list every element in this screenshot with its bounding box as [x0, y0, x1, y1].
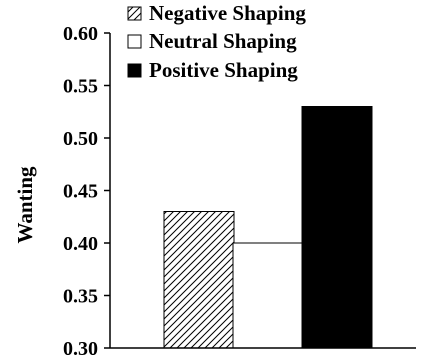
- y-axis-ticks: 0.30 0.35 0.40 0.45 0.50 0.55 0.60: [63, 23, 110, 358]
- bar-neutral-shaping: [232, 242, 304, 349]
- y-tick-label: 0.55: [63, 76, 98, 98]
- legend-swatch: [127, 34, 142, 49]
- legend-label: Neutral Shaping: [149, 29, 297, 53]
- y-tick-label: 0.60: [63, 23, 98, 45]
- y-tick-label: 0.30: [63, 338, 98, 358]
- y-tick-label: 0.40: [63, 233, 98, 255]
- legend-swatch: [127, 6, 142, 21]
- bar-positive-shaping: [301, 106, 373, 349]
- y-tick-label: 0.35: [63, 286, 98, 308]
- legend: Negative Shaping Neutral Shaping Positive …: [127, 1, 306, 82]
- legend-label: Positive Shaping: [149, 58, 298, 82]
- y-axis-title: Wanting: [13, 166, 37, 244]
- y-tick-label: 0.50: [63, 128, 98, 150]
- legend-swatch: [127, 63, 142, 78]
- legend-label: Negative Shaping: [149, 1, 306, 25]
- bar-negative-shaping: [163, 211, 235, 349]
- y-tick-label: 0.45: [63, 181, 98, 203]
- bars: [163, 106, 373, 349]
